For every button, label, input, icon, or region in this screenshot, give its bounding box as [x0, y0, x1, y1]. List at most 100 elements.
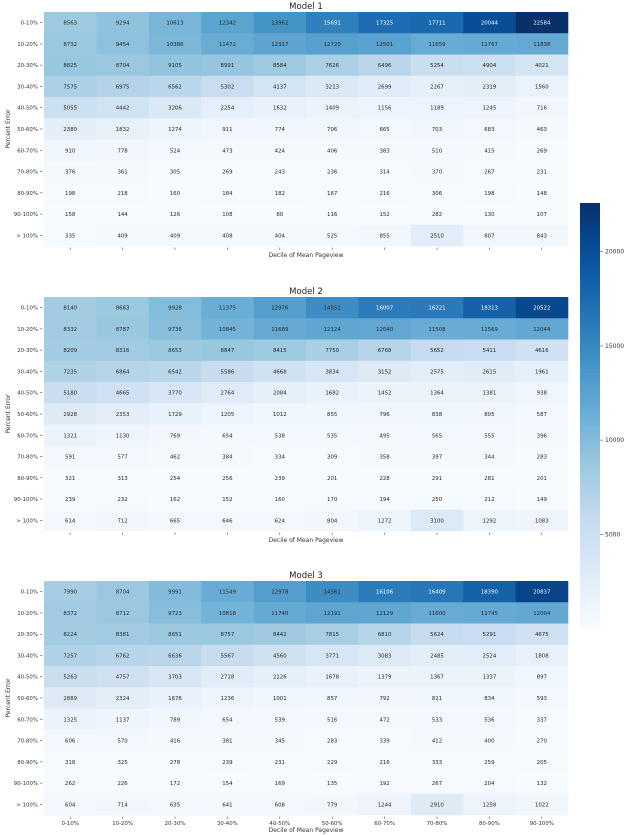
- heatmap-cell: [253, 751, 307, 773]
- colorbar-segment: [580, 344, 600, 349]
- heatmap-cell: [201, 297, 254, 319]
- heatmap-cell: [148, 708, 202, 731]
- heatmap-cell: [148, 751, 202, 773]
- cell-value-label: 154: [222, 781, 233, 787]
- colorbar-segment: [580, 248, 600, 253]
- heatmap-cell: [306, 54, 359, 77]
- colorbar-segment: [580, 496, 600, 501]
- heatmap-cell: [463, 182, 516, 204]
- heatmap-cell: [201, 424, 254, 447]
- cell-value-label: 383: [379, 148, 389, 154]
- heatmap-cell: [410, 33, 464, 55]
- colorbar-segment: [580, 291, 600, 296]
- cell-value-label: 855: [379, 233, 389, 239]
- heatmap-cell: [358, 33, 412, 55]
- cell-value-label: 15691: [324, 21, 341, 27]
- colorbar-segment: [580, 319, 600, 324]
- heatmap-cell: [358, 772, 412, 794]
- heatmap-cell: [463, 581, 516, 603]
- heatmap-cell: [306, 708, 359, 731]
- colorbar-segment: [580, 457, 600, 462]
- colorbar-segment: [580, 354, 600, 359]
- heatmap-cell: [253, 297, 307, 319]
- cell-value-label: 11549: [219, 590, 237, 596]
- heatmap-cell: [44, 160, 97, 183]
- x-tick-label: 40-50%: [269, 821, 290, 827]
- colorbar-segment: [580, 252, 600, 257]
- y-tick-label: 20-30%: [17, 348, 38, 354]
- colorbar-segment: [580, 369, 600, 373]
- heatmap-cell: [410, 12, 464, 34]
- cell-value-label: 1678: [325, 675, 339, 681]
- heatmap-cell: [515, 729, 569, 752]
- colorbar-segment: [580, 605, 600, 610]
- cell-value-label: 614: [65, 518, 76, 524]
- cell-value-label: 897: [537, 675, 547, 681]
- cell-value-label: 5586: [221, 369, 235, 375]
- cell-value-label: 5180: [63, 391, 77, 397]
- cell-value-label: 283: [537, 455, 547, 461]
- cell-value-label: 4665: [116, 391, 130, 397]
- cell-value-label: 1083: [535, 518, 549, 524]
- colorbar-segment: [580, 312, 600, 317]
- heatmap-cell: [96, 403, 150, 425]
- cell-value-label: 3152: [378, 369, 392, 375]
- cell-value-label: 608: [275, 802, 286, 808]
- heatmap-cell: [358, 793, 412, 816]
- cell-value-label: 218: [117, 191, 128, 197]
- cell-value-label: 243: [275, 170, 285, 176]
- heatmap-cell: [358, 75, 412, 98]
- heatmap-cell: [410, 118, 464, 140]
- heatmap-cell: [44, 581, 97, 603]
- colorbar-segment: [580, 485, 600, 490]
- colorbar-segment: [580, 362, 600, 366]
- colorbar-tick-label: 20000: [605, 249, 624, 256]
- cell-value-label: 9928: [168, 306, 182, 312]
- cell-value-label: 3834: [325, 369, 339, 375]
- heatmap-cell: [253, 729, 307, 752]
- cell-value-label: 792: [379, 696, 389, 702]
- heatmap-cell: [515, 54, 569, 77]
- cell-value-label: 533: [432, 717, 442, 723]
- cell-value-label: 2575: [430, 369, 444, 375]
- cell-value-label: 7626: [325, 63, 339, 69]
- cell-value-label: 665: [170, 518, 180, 524]
- colorbar-segment: [580, 231, 600, 236]
- cell-value-label: 1236: [221, 696, 235, 702]
- cell-value-label: 5302: [221, 84, 235, 90]
- heatmap-cell: [358, 424, 412, 447]
- heatmap-cell: [463, 360, 516, 383]
- y-tick-label: 60-70%: [17, 717, 38, 723]
- heatmap-title: Model 3: [289, 571, 323, 581]
- cell-value-label: 1189: [430, 106, 444, 112]
- cell-value-label: 683: [484, 127, 494, 133]
- heatmap-cell: [410, 182, 464, 204]
- heatmap-cell: [96, 75, 150, 98]
- colorbar-segment: [580, 499, 600, 504]
- heatmap-cell: [148, 424, 202, 447]
- heatmap-cell: [44, 318, 97, 340]
- heatmap-cell: [463, 403, 516, 425]
- cell-value-label: 624: [275, 518, 286, 524]
- cell-value-label: 160: [275, 497, 286, 503]
- cell-value-label: 703: [432, 127, 442, 133]
- cell-value-label: 473: [222, 148, 232, 154]
- cell-value-label: 716: [537, 106, 548, 112]
- cell-value-label: 80: [276, 212, 283, 218]
- cell-value-label: 6636: [168, 653, 182, 659]
- heatmap-cell: [306, 75, 359, 98]
- cell-value-label: 8332: [63, 327, 77, 333]
- colorbar-segment: [580, 263, 600, 267]
- cell-value-label: 577: [117, 455, 127, 461]
- heatmap-cell: [306, 581, 359, 603]
- cell-value-label: 525: [327, 233, 337, 239]
- heatmap-cell: [410, 602, 464, 624]
- cell-value-label: 3213: [325, 84, 339, 90]
- cell-value-label: 1409: [325, 106, 339, 112]
- colorbar-segment: [580, 489, 600, 494]
- colorbar-segment: [580, 602, 600, 607]
- heatmap-cell: [410, 203, 464, 225]
- cell-value-label: 834: [484, 696, 495, 702]
- heatmap-cell: [515, 160, 569, 183]
- heatmap-cell: [96, 729, 150, 752]
